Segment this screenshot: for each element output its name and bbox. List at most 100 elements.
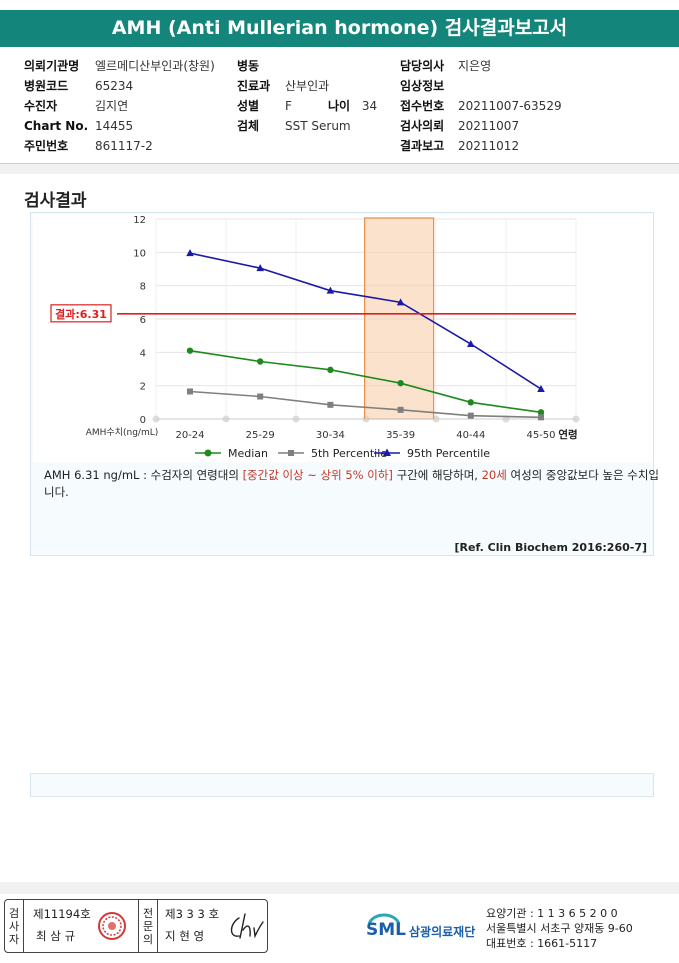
data-point [327, 366, 334, 374]
info-label: 의뢰기관명 [24, 59, 80, 73]
inspector-label-char: 사 [8, 919, 20, 933]
x-tick-label: 30-34 [316, 430, 345, 441]
note-middle: 구간에 해당하며, [392, 468, 482, 482]
data-point [396, 298, 405, 306]
separator-band [0, 164, 679, 174]
inspector-label: 검 사 자 [5, 900, 24, 952]
report-title: AMH (Anti Mullerian hormone) 검사결과보고서 [0, 10, 679, 47]
inspector-name: 최 삼 규 [36, 929, 76, 943]
legend-marker [288, 450, 294, 456]
data-point [397, 406, 404, 413]
info-value: 지은영 [458, 59, 492, 73]
org-address: 서울특별시 서초구 양재동 9-60 [486, 922, 633, 935]
info-row: 병원코드 65234 [24, 76, 215, 96]
info-row: 담당의사 지은영 [400, 56, 562, 76]
data-point [257, 358, 264, 365]
chart-background [33, 214, 653, 462]
info-label: 담당의사 [400, 59, 445, 73]
info-row: 진료과 산부인과 [237, 76, 351, 96]
info-value: SST Serum [285, 119, 351, 133]
info-label: 진료과 [237, 79, 271, 93]
specialist-label-char: 전 [142, 906, 154, 920]
handwritten-signature-icon [230, 913, 264, 939]
info-label: 병동 [237, 59, 260, 73]
info-label: 병원코드 [24, 79, 69, 93]
info-value: 엘르메디산부인과(창원) [95, 59, 215, 73]
info-label: 접수번호 [400, 99, 445, 113]
y-tick-label: 2 [140, 382, 146, 393]
series-line [189, 252, 542, 390]
data-point [467, 340, 475, 347]
result-label: 결과:6.31 [55, 307, 107, 321]
specialist-label: 전 문 의 [138, 900, 158, 952]
inspector-label-char: 자 [8, 932, 20, 946]
org-contact: 요양기관 : 1 1 3 6 5 2 0 0 서울특별시 서초구 양재동 9-6… [486, 906, 633, 951]
signature-box: 검 사 자 제11194호 최 삼 규 전 문 의 제3 3 3 호 지 현 영 [4, 899, 268, 953]
y-axis-label: AMH수치(ng/mL) [86, 426, 159, 438]
note-prefix: AMH 6.31 ng/mL : 수검자의 연령대의 [44, 468, 243, 482]
seal-stamp-icon [98, 912, 126, 940]
data-point [467, 399, 474, 406]
info-value: 김지연 [95, 99, 129, 113]
info-row: 수진자 김지연 [24, 96, 215, 116]
info-label: 수진자 [24, 99, 58, 113]
data-point [257, 393, 264, 400]
y-tick-label: 6 [140, 315, 146, 326]
info-row: 검사의뢰 20211007 [400, 116, 562, 136]
data-point [397, 379, 404, 387]
org-phone: 대표번호 : 1661-5117 [486, 937, 598, 950]
legend-marker [383, 448, 391, 456]
logo-letters: SML [366, 920, 406, 940]
info-value: 20211012 [458, 139, 520, 153]
info-label: 검체 [237, 119, 260, 133]
org-code: 요양기관 : 1 1 3 6 5 2 0 0 [486, 907, 618, 920]
amh-chart: 0 2 4 6 8 10 12 결과:6.31 20-24 25-29 30-34 35-39 40-4… [50, 215, 580, 460]
info-row: 의뢰기관명 엘르메디산부인과(창원) [24, 56, 215, 76]
x-tick-label: 20-24 [175, 430, 204, 441]
data-point [327, 401, 334, 408]
x-tick-label: 35-39 [386, 430, 415, 441]
legend-label: Median [228, 447, 268, 460]
info-label: 주민번호 [24, 139, 69, 153]
specialist-info: 제3 3 3 호 지 현 영 [165, 903, 219, 947]
info-row: 결과보고 20211012 [400, 136, 562, 156]
note-suffix: 여성의 중앙값보다 높은 수치입니다. [44, 468, 659, 499]
info-label: 임상정보 [400, 79, 445, 93]
info-value: 산부인과 [285, 79, 330, 93]
y-tick-label: 0 [140, 415, 146, 426]
y-tick-label: 8 [140, 282, 146, 293]
info-row: 주민번호 861117-2 [24, 136, 215, 156]
y-tick-label: 12 [133, 215, 146, 226]
specialist-license-no: 제3 3 3 호 [165, 907, 220, 921]
age-label: 나이 [328, 99, 351, 113]
legend-marker [204, 449, 212, 457]
info-value: 20211007 [458, 119, 520, 133]
specialist-label-char: 의 [142, 932, 154, 946]
info-value: 14455 [95, 119, 134, 133]
info-label: Chart No. [24, 119, 89, 133]
result-note: AMH 6.31 ng/mL : 수검자의 연령대의 [중간값 이상 ~ 상위 … [44, 467, 659, 501]
age-field: 나이 34 [328, 96, 377, 116]
result-label-box [50, 304, 112, 323]
info-value: 65234 [95, 79, 134, 93]
info-label: 검사의뢰 [400, 119, 445, 133]
x-tick-label: 40-44 [456, 430, 485, 441]
inspector-info: 제11194호 최 삼 규 [33, 903, 91, 947]
data-point [326, 286, 335, 294]
data-point [537, 409, 545, 416]
x-tick-label: 45-50 [526, 430, 555, 441]
info-label: 결과보고 [400, 139, 445, 153]
data-point [187, 388, 193, 395]
specialist-name: 지 현 영 [165, 929, 205, 943]
data-point [538, 414, 544, 421]
info-row: 병동 [237, 56, 351, 76]
info-value: F [285, 99, 292, 113]
legend-label: 5th Percentile [311, 447, 387, 460]
patient-info-left: 의뢰기관명 엘르메디산부인과(창원) 병원코드 65234 수진자 김지연 Chart No… [24, 56, 215, 156]
note-age: 20세 [481, 468, 507, 482]
org-name: 삼광의료재단 [409, 925, 476, 939]
info-value: 20211007-63529 [458, 99, 562, 113]
info-label: 성별 [237, 99, 260, 113]
